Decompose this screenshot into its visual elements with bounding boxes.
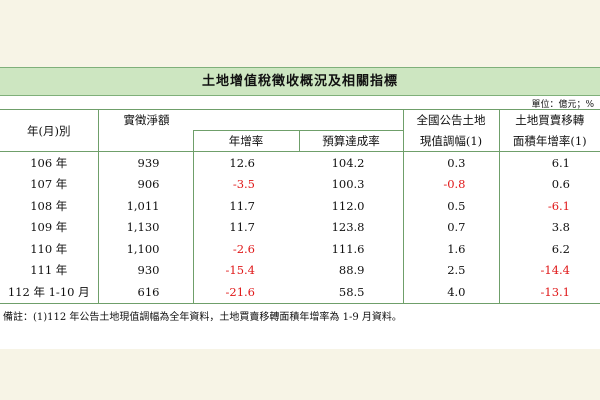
cell-area: 6.2 bbox=[498, 238, 600, 260]
cell-land-value: 2.5 bbox=[402, 259, 499, 281]
footnote: 備註：(1)112 年公告土地現值調幅為全年資料，土地買賣移轉面積年增率為 1-… bbox=[3, 312, 402, 323]
table-title: 土地增值稅徵收概況及相關指標 bbox=[0, 67, 600, 96]
cell-land-value: 0.3 bbox=[402, 151, 499, 174]
cell-growth: -21.6 bbox=[192, 281, 299, 304]
cell-budget: 104.2 bbox=[331, 155, 365, 170]
cell-area: -6.1 bbox=[498, 195, 600, 217]
cell-growth: -3.5 bbox=[192, 173, 299, 195]
cell-net-tax: 1,100 bbox=[97, 238, 193, 260]
cell-budget: 111.6 bbox=[331, 241, 365, 256]
header-growth: 年增率 bbox=[192, 130, 299, 152]
cell-land-value: 4.0 bbox=[402, 281, 499, 304]
cell-year: 109 年 bbox=[30, 220, 68, 235]
table-row: 111 年 930 -15.4 88.9 2.5 -14.4 bbox=[0, 259, 600, 281]
header-land-value-2: 現值調幅(1) bbox=[402, 130, 499, 152]
cell-budget: 88.9 bbox=[338, 263, 365, 278]
cell-growth: 12.6 bbox=[192, 151, 299, 174]
table-row: 106 年 939 12.6 104.2 0.3 6.1 bbox=[0, 151, 600, 174]
cell-area: 6.1 bbox=[498, 151, 600, 174]
cell-net-tax: 930 bbox=[97, 259, 193, 281]
cell-net-tax: 906 bbox=[97, 173, 193, 195]
cell-growth: -2.6 bbox=[192, 238, 299, 260]
cell-year: 107 年 bbox=[30, 177, 68, 192]
table-row: 108 年 1,011 11.7 112.0 0.5 -6.1 bbox=[0, 195, 600, 217]
cell-budget: 123.8 bbox=[331, 220, 365, 235]
header-budget: 預算達成率 bbox=[298, 130, 403, 152]
cell-year: 112 年 1-10 月 bbox=[0, 281, 98, 304]
cell-year: 111 年 bbox=[30, 263, 68, 278]
cell-year: 108 年 bbox=[30, 198, 68, 213]
cell-land-value: -0.8 bbox=[402, 173, 499, 195]
cell-growth: 11.7 bbox=[192, 216, 299, 238]
cell-year: 106 年 bbox=[30, 155, 68, 170]
cell-net-tax: 616 bbox=[97, 281, 193, 304]
table-row: 110 年 1,100 -2.6 111.6 1.6 6.2 bbox=[0, 238, 600, 260]
cell-budget: 58.5 bbox=[299, 281, 403, 304]
table-row: 112 年 1-10 月 616 -21.6 58.5 4.0 -13.1 bbox=[0, 281, 600, 304]
header-area-2: 面積年增率(1) bbox=[498, 130, 600, 152]
header-net-tax: 實徵淨額 bbox=[97, 109, 403, 131]
cell-area: 0.6 bbox=[498, 173, 600, 195]
cell-area: -13.1 bbox=[498, 281, 600, 304]
cell-area: 3.8 bbox=[498, 216, 600, 238]
cell-land-value: 1.6 bbox=[402, 238, 499, 260]
table-body: 106 年 939 12.6 104.2 0.3 6.1 107 年 906 -3.5 100.3… bbox=[0, 151, 600, 304]
header-net-tax-blank bbox=[97, 130, 193, 152]
unit-label: 單位：億元；% bbox=[531, 100, 594, 110]
table-row: 109 年 1,130 11.7 123.8 0.7 3.8 bbox=[0, 216, 600, 238]
cell-land-value: 0.7 bbox=[402, 216, 499, 238]
cell-growth: -15.4 bbox=[192, 259, 299, 281]
statistics-sheet: 土地增值稅徵收概況及相關指標 單位：億元；% 年(月)別 實徵淨額 全國公告土地… bbox=[0, 67, 600, 349]
cell-growth: 11.7 bbox=[192, 195, 299, 217]
table-row: 107 年 906 -3.5 100.3 -0.8 0.6 bbox=[0, 173, 600, 195]
header-year: 年(月)別 bbox=[0, 109, 98, 152]
tax-table: 年(月)別 實徵淨額 全國公告土地 土地買賣移轉 年增率 預算達成率 現值調幅(… bbox=[0, 109, 600, 304]
header-area-1: 土地買賣移轉 bbox=[498, 109, 600, 131]
cell-year: 110 年 bbox=[30, 241, 68, 256]
cell-land-value: 0.5 bbox=[402, 195, 499, 217]
cell-area: -14.4 bbox=[498, 259, 600, 281]
cell-budget: 112.0 bbox=[331, 198, 365, 213]
header-land-value-1: 全國公告土地 bbox=[402, 109, 499, 131]
cell-net-tax: 1,011 bbox=[97, 195, 193, 217]
cell-net-tax: 1,130 bbox=[97, 216, 193, 238]
cell-budget: 100.3 bbox=[331, 177, 365, 192]
cell-net-tax: 939 bbox=[97, 151, 193, 174]
